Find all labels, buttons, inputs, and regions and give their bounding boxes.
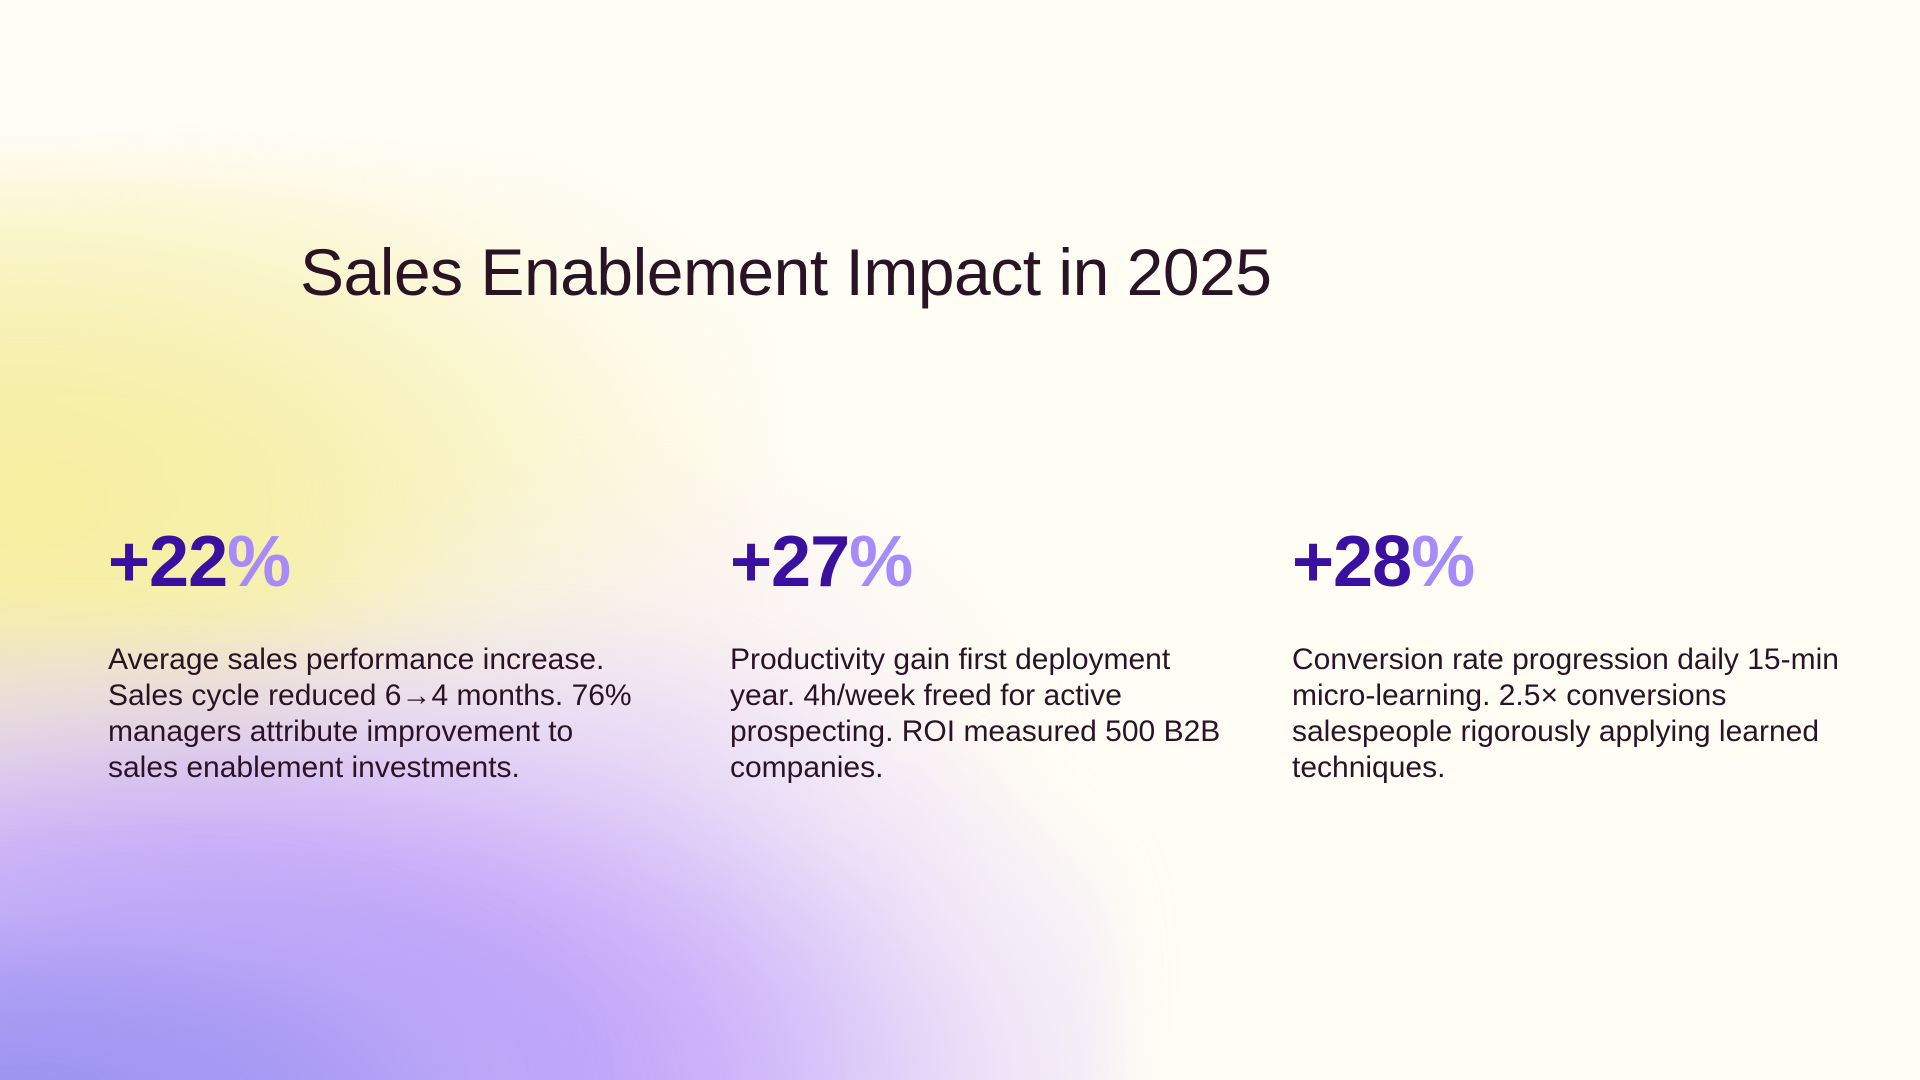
stat-value-3: +28% <box>1292 526 1860 598</box>
stat-value-2: +27% <box>730 526 1232 598</box>
stats-row: +22% Average sales performance increase.… <box>0 526 1920 816</box>
slide-title: Sales Enablement Impact in 2025 <box>300 235 1272 310</box>
stat-value-1: +22% <box>108 526 634 598</box>
stat-unit-3: % <box>1411 522 1475 602</box>
stat-number-2: +27 <box>730 522 850 602</box>
stat-unit-2: % <box>849 522 913 602</box>
stat-number-1: +22 <box>108 522 228 602</box>
stat-column-1: +22% Average sales performance increase.… <box>0 526 730 816</box>
stat-description-2: Productivity gain first deployment year.… <box>730 643 1221 784</box>
stat-unit-1: % <box>227 522 291 602</box>
stat-number-3: +28 <box>1292 522 1412 602</box>
stat-description-1: Average sales performance increase. Sale… <box>108 643 632 784</box>
stat-column-2: +27% Productivity gain first deployment … <box>730 526 1292 816</box>
stat-column-3: +28% Conversion rate progression daily 1… <box>1292 526 1920 816</box>
stat-description-3: Conversion rate progression daily 15-min… <box>1292 643 1839 784</box>
